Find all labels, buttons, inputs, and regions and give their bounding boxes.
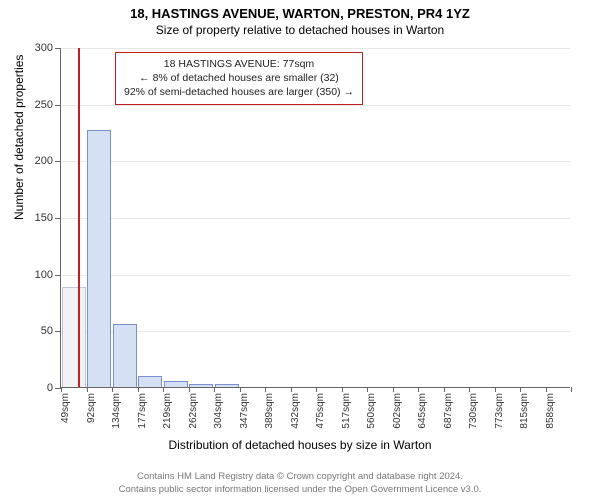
x-tick-label: 560sqm xyxy=(366,393,377,429)
gridline xyxy=(61,218,570,219)
y-tick xyxy=(55,331,61,332)
gridline xyxy=(61,275,570,276)
plot-area: 05010015020025030049sqm92sqm134sqm177sqm… xyxy=(60,48,570,388)
chart-title-1: 18, HASTINGS AVENUE, WARTON, PRESTON, PR… xyxy=(0,6,600,21)
y-tick xyxy=(55,275,61,276)
x-tick xyxy=(418,387,419,392)
y-tick-label: 250 xyxy=(35,99,53,111)
x-tick xyxy=(61,387,62,392)
histogram-bar xyxy=(164,381,188,387)
gridline xyxy=(61,331,570,332)
x-tick xyxy=(316,387,317,392)
info-box: 18 HASTINGS AVENUE: 77sqm← 8% of detache… xyxy=(115,52,363,105)
x-tick-label: 475sqm xyxy=(315,393,326,429)
x-tick-label: 347sqm xyxy=(239,393,250,429)
x-tick-label: 49sqm xyxy=(60,393,71,423)
x-tick-label: 389sqm xyxy=(264,393,275,429)
y-axis-title: Number of detached properties xyxy=(12,55,26,220)
y-tick-label: 200 xyxy=(35,155,53,167)
x-tick xyxy=(444,387,445,392)
histogram-bar xyxy=(87,130,111,387)
chart-title-block: 18, HASTINGS AVENUE, WARTON, PRESTON, PR… xyxy=(0,0,600,37)
x-tick-label: 134sqm xyxy=(111,393,122,429)
gridline xyxy=(61,48,570,49)
x-tick-label: 517sqm xyxy=(341,393,352,429)
histogram-bar xyxy=(138,376,162,387)
info-box-line: 18 HASTINGS AVENUE: 77sqm xyxy=(124,57,354,71)
x-tick-label: 687sqm xyxy=(443,393,454,429)
x-tick xyxy=(571,387,572,392)
y-tick-label: 150 xyxy=(35,212,53,224)
y-tick xyxy=(55,218,61,219)
histogram-bar xyxy=(189,384,213,387)
histogram-bar xyxy=(62,287,86,387)
x-tick-label: 815sqm xyxy=(519,393,530,429)
x-tick-label: 858sqm xyxy=(545,393,556,429)
y-tick-label: 300 xyxy=(35,42,53,54)
footer-line-2: Contains public sector information licen… xyxy=(0,484,600,496)
x-tick-label: 219sqm xyxy=(162,393,173,429)
gridline xyxy=(61,105,570,106)
x-tick xyxy=(367,387,368,392)
info-box-line: 92% of semi-detached houses are larger (… xyxy=(124,85,354,99)
x-tick-label: 262sqm xyxy=(188,393,199,429)
property-marker-line xyxy=(78,48,80,387)
x-tick xyxy=(138,387,139,392)
x-tick-label: 730sqm xyxy=(468,393,479,429)
x-tick-label: 304sqm xyxy=(213,393,224,429)
x-tick xyxy=(546,387,547,392)
x-tick xyxy=(163,387,164,392)
footer-line-1: Contains HM Land Registry data © Crown c… xyxy=(0,471,600,483)
chart-title-2: Size of property relative to detached ho… xyxy=(0,23,600,37)
x-tick-label: 773sqm xyxy=(494,393,505,429)
y-tick-label: 0 xyxy=(47,382,53,394)
x-tick xyxy=(265,387,266,392)
x-tick-label: 432sqm xyxy=(290,393,301,429)
x-tick xyxy=(87,387,88,392)
gridline xyxy=(61,161,570,162)
x-tick xyxy=(469,387,470,392)
x-tick-label: 602sqm xyxy=(392,393,403,429)
x-tick-label: 645sqm xyxy=(417,393,428,429)
x-tick xyxy=(240,387,241,392)
x-tick-label: 177sqm xyxy=(137,393,148,429)
x-tick xyxy=(214,387,215,392)
x-tick xyxy=(189,387,190,392)
footer-attribution: Contains HM Land Registry data © Crown c… xyxy=(0,471,600,496)
y-tick-label: 100 xyxy=(35,269,53,281)
info-box-line: ← 8% of detached houses are smaller (32) xyxy=(124,71,354,85)
histogram-bar xyxy=(113,324,137,387)
y-tick xyxy=(55,161,61,162)
x-axis-title: Distribution of detached houses by size … xyxy=(0,438,600,452)
histogram-bar xyxy=(215,384,239,387)
y-tick-label: 50 xyxy=(41,325,53,337)
y-tick xyxy=(55,105,61,106)
chart-area: 05010015020025030049sqm92sqm134sqm177sqm… xyxy=(60,48,570,388)
x-tick xyxy=(520,387,521,392)
x-tick-label: 92sqm xyxy=(86,393,97,423)
x-tick xyxy=(393,387,394,392)
x-tick xyxy=(495,387,496,392)
x-tick xyxy=(342,387,343,392)
y-tick xyxy=(55,48,61,49)
x-tick xyxy=(291,387,292,392)
x-tick xyxy=(112,387,113,392)
